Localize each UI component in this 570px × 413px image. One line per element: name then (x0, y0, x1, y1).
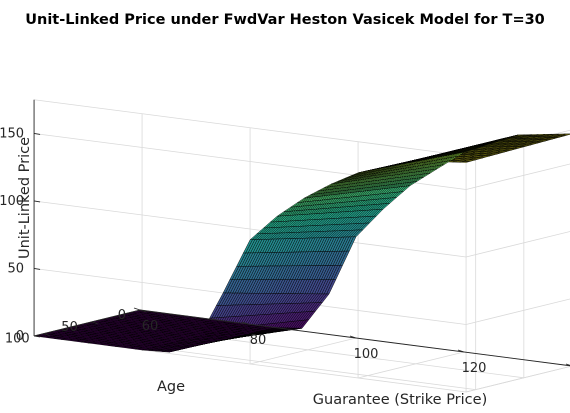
chart-title: Unit-Linked Price under FwdVar Heston Va… (25, 12, 545, 28)
x-axis-label: Guarantee (Strike Price) (313, 392, 487, 408)
x-tick-label: 100 (354, 347, 379, 362)
z-tick-mark (33, 335, 41, 338)
ticks-layer: 0501001506080100120140050100 (0, 126, 570, 390)
y-axis-label: Age (157, 379, 185, 395)
x-tick-mark (241, 321, 249, 325)
gridline (357, 351, 465, 379)
y-tick-label: 0 (118, 308, 126, 323)
x-tick-mark (565, 363, 570, 366)
gridline (249, 337, 357, 365)
y-axis-line (33, 309, 141, 337)
y-tick-label: 100 (5, 332, 30, 347)
x-tick-label: 80 (250, 333, 267, 348)
y-tick-mark (43, 333, 50, 337)
x-tick-mark (349, 335, 357, 339)
surface-layer (34, 133, 570, 353)
z-tick-label: 50 (8, 261, 25, 276)
z-tick-label: 150 (0, 126, 24, 141)
x-tick-label: 60 (142, 319, 159, 334)
z-tick-label: 100 (0, 194, 24, 209)
z-tick-mark (33, 268, 41, 270)
gridline (465, 366, 570, 393)
gridline (465, 163, 570, 190)
z-tick-label: 0 (16, 329, 24, 344)
z-axis-label: Unit-Linked Price (17, 137, 33, 259)
x-tick-label: 120 (462, 361, 487, 376)
x-tick-mark (457, 349, 465, 353)
x-tick-mark (133, 307, 141, 311)
gridline (34, 99, 467, 157)
z-tick-mark (33, 200, 41, 203)
z-tick-mark (33, 133, 41, 135)
y-tick-label: 50 (61, 320, 78, 335)
y-tick-mark (91, 321, 98, 325)
gridline (465, 298, 570, 325)
gridline (465, 231, 570, 258)
y-tick-mark (139, 309, 147, 313)
